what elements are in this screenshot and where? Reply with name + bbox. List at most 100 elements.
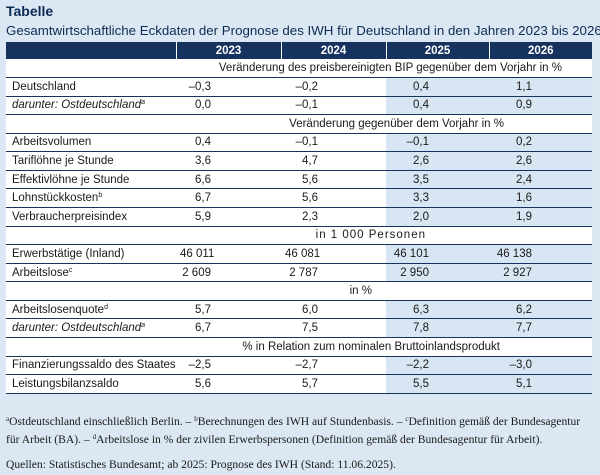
cell-2023: 5,7 xyxy=(176,300,281,320)
row-label: Verbraucherpreisindex xyxy=(6,207,176,227)
cell-2025: 2 950 xyxy=(386,263,489,283)
cell-2026: 2,4 xyxy=(489,170,592,190)
row-label: darunter: Ostdeutschlanda xyxy=(6,318,176,339)
section-header: in 1 000 Personen xyxy=(6,226,592,246)
section-header-row: % in Relation zum nominalen Bruttoinland… xyxy=(6,337,592,357)
cell-2025: 3,5 xyxy=(386,170,489,190)
cell-2023: 46 011 xyxy=(176,244,281,264)
cell-2026: 5,1 xyxy=(489,374,592,394)
header-label-cell xyxy=(6,42,176,59)
cell-2024: –0,1 xyxy=(281,133,386,153)
cell-2026: 0,9 xyxy=(489,96,592,116)
cell-2025: 7,8 xyxy=(386,318,489,339)
cell-2026: 1,1 xyxy=(489,77,592,97)
row-label: Effektivlöhne je Stunde xyxy=(6,170,176,190)
row-label: Tariflöhne je Stunde xyxy=(6,151,176,171)
header-year-2025: 2025 xyxy=(385,42,489,59)
cell-2023: 6,7 xyxy=(176,318,281,339)
table-row: Arbeitslosec 2 609 2 787 2 950 2 927 xyxy=(6,263,592,283)
section-header: Veränderung gegenüber dem Vorjahr in % xyxy=(6,114,592,134)
table-row: Finanzierungssaldo des Staates –2,5 –2,7… xyxy=(6,356,592,376)
table-row: darunter: Ostdeutschlanda 6,7 7,5 7,8 7,… xyxy=(6,318,592,339)
cell-2024: 2,3 xyxy=(281,207,386,227)
cell-2024: 2 787 xyxy=(281,263,386,283)
cell-2026: 1,9 xyxy=(489,207,592,227)
footnote-b: Berechnungen des IWH auf Stundenbasis. xyxy=(197,415,394,428)
cell-2024: 5,6 xyxy=(281,170,386,190)
table-row: Tariflöhne je Stunde 3,6 4,7 2,6 2,6 xyxy=(6,151,592,171)
header-year-2023: 2023 xyxy=(175,42,281,59)
cell-2025: 6,3 xyxy=(386,300,489,320)
row-label: Lohnstückkostenb xyxy=(6,188,176,209)
cell-2025: –0,1 xyxy=(386,133,489,153)
cell-2024: 6,0 xyxy=(281,300,386,320)
header-year-2026: 2026 xyxy=(488,42,592,59)
cell-2023: 5,6 xyxy=(176,374,281,394)
cell-2025: 5,5 xyxy=(386,374,489,394)
footnote-d: Arbeitslose in % der zivilen Erwerbspers… xyxy=(96,432,543,446)
section-header: in % xyxy=(6,281,592,301)
table-row: darunter: Ostdeutschlanda 0,0 –0,1 0,4 0… xyxy=(6,96,592,116)
cell-2024: 4,7 xyxy=(281,151,386,171)
table-title: Gesamtwirtschaftliche Eckdaten der Progn… xyxy=(6,23,600,38)
section-header-row: Veränderung gegenüber dem Vorjahr in % xyxy=(6,114,592,134)
table-row: Effektivlöhne je Stunde 6,6 5,6 3,5 2,4 xyxy=(6,170,592,190)
row-label: Erwerbstätige (Inland) xyxy=(6,244,176,264)
sources-note: Quellen: Statistisches Bundesamt; ab 202… xyxy=(6,458,396,471)
cell-2025: 2,0 xyxy=(386,207,489,227)
forecast-table: 2023 2024 2025 2026 Veränderung des prei… xyxy=(6,42,592,394)
cell-2026: 1,6 xyxy=(489,188,592,209)
cell-2026: 7,7 xyxy=(489,318,592,339)
cell-2024: 7,5 xyxy=(281,318,386,339)
cell-2024: –0,1 xyxy=(281,96,386,116)
row-label: Leistungsbilanzsaldo xyxy=(6,374,176,394)
cell-2023: 0,4 xyxy=(176,133,281,153)
cell-2025: 0,4 xyxy=(386,77,489,97)
row-label: Deutschland xyxy=(6,77,176,97)
row-label: Arbeitslosec xyxy=(6,263,176,283)
table-label: Tabelle xyxy=(6,3,54,19)
cell-2025: 3,3 xyxy=(386,188,489,209)
cell-2023: –0,3 xyxy=(176,77,281,97)
cell-2024: –0,2 xyxy=(281,77,386,97)
section-header: % in Relation zum nominalen Bruttoinland… xyxy=(6,337,592,357)
table-row: Leistungsbilanzsaldo 5,6 5,7 5,5 5,1 xyxy=(6,374,592,394)
row-label: Arbeitslosenquoted xyxy=(6,300,176,320)
cell-2023: –2,5 xyxy=(176,356,281,376)
cell-2025: –2,2 xyxy=(386,356,489,376)
cell-2023: 5,9 xyxy=(176,207,281,227)
header-row: 2023 2024 2025 2026 xyxy=(6,42,592,59)
table-row: Verbraucherpreisindex 5,9 2,3 2,0 1,9 xyxy=(6,207,592,227)
cell-2023: 0,0 xyxy=(176,96,281,116)
section-header-row: Veränderung des preisbereinigten BIP geg… xyxy=(6,59,592,78)
footnote-c: Definition gemäß der Bundesagentur für A… xyxy=(6,415,581,446)
cell-2026: –3,0 xyxy=(489,356,592,376)
cell-2026: 0,2 xyxy=(489,133,592,153)
cell-2024: –2,7 xyxy=(281,356,386,376)
cell-2023: 3,6 xyxy=(176,151,281,171)
table-row: Arbeitsvolumen 0,4 –0,1 –0,1 0,2 xyxy=(6,133,592,153)
cell-2026: 6,2 xyxy=(489,300,592,320)
cell-2023: 6,7 xyxy=(176,188,281,209)
table-row: Erwerbstätige (Inland) 46 011 46 081 46 … xyxy=(6,244,592,264)
row-label: Arbeitsvolumen xyxy=(6,133,176,153)
cell-2024: 5,7 xyxy=(281,374,386,394)
row-label: darunter: Ostdeutschlanda xyxy=(6,96,176,116)
cell-2024: 5,6 xyxy=(281,188,386,209)
cell-2023: 6,6 xyxy=(176,170,281,190)
section-header-row: in % xyxy=(6,281,592,301)
cell-2025: 0,4 xyxy=(386,96,489,116)
table-row: Arbeitslosenquoted 5,7 6,0 6,3 6,2 xyxy=(6,300,592,320)
header-year-2024: 2024 xyxy=(280,42,386,59)
cell-2026: 46 138 xyxy=(489,244,592,264)
cell-2026: 2,6 xyxy=(489,151,592,171)
table-row: Deutschland –0,3 –0,2 0,4 1,1 xyxy=(6,77,592,97)
section-header: Veränderung des preisbereinigten BIP geg… xyxy=(6,59,592,78)
cell-2023: 2 609 xyxy=(176,263,281,283)
footnote-a: Ostdeutschland einschließlich Berlin. xyxy=(9,415,183,428)
footnotes: aOstdeutschland einschließlich Berlin. –… xyxy=(6,415,581,446)
section-header-row: in 1 000 Personen xyxy=(6,226,592,246)
table-row: Lohnstückkostenb 6,7 5,6 3,3 1,6 xyxy=(6,188,592,209)
cell-2025: 46 101 xyxy=(386,244,489,264)
